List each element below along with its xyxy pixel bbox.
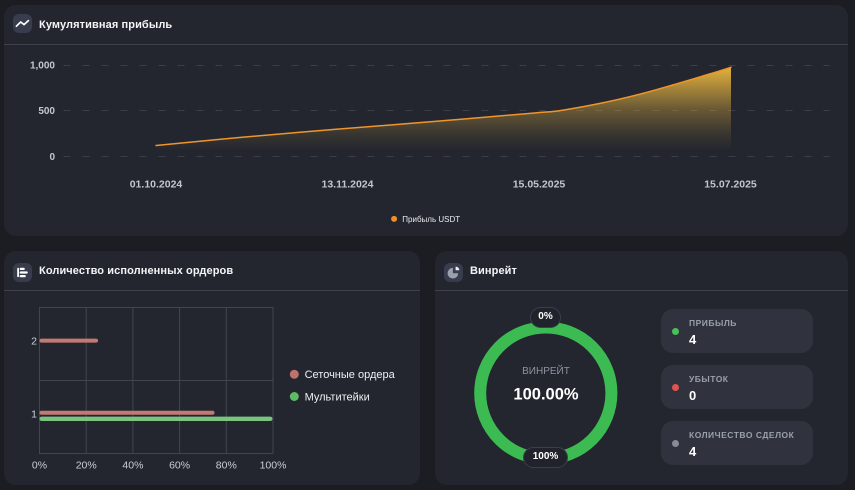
svg-text:Мультитейки: Мультитейки (305, 391, 370, 403)
svg-text:2: 2 (31, 336, 37, 348)
svg-text:20%: 20% (76, 460, 97, 472)
svg-text:ВИНРЕЙТ: ВИНРЕЙТ (522, 364, 570, 377)
svg-text:15.05.2025: 15.05.2025 (513, 179, 566, 191)
svg-text:Прибыль USDT: Прибыль USDT (402, 215, 460, 224)
svg-text:13.11.2024: 13.11.2024 (322, 179, 374, 191)
svg-text:01.10.2024: 01.10.2024 (130, 179, 183, 191)
svg-text:Сеточные ордера: Сеточные ордера (305, 369, 396, 381)
svg-text:15.07.2025: 15.07.2025 (704, 179, 757, 191)
svg-text:80%: 80% (216, 460, 237, 472)
svg-text:40%: 40% (122, 460, 143, 472)
svg-text:60%: 60% (169, 460, 190, 472)
svg-text:1: 1 (31, 409, 37, 421)
svg-text:0: 0 (49, 152, 55, 163)
svg-text:0%: 0% (32, 460, 47, 472)
svg-text:100%: 100% (260, 460, 287, 472)
svg-text:500: 500 (38, 106, 55, 117)
svg-text:1,000: 1,000 (30, 61, 55, 72)
svg-text:100.00%: 100.00% (513, 385, 578, 403)
